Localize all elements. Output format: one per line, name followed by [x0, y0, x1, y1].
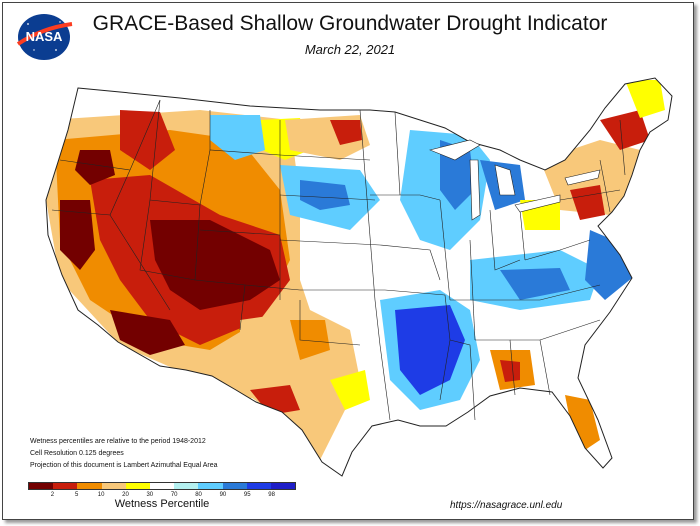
note-period: Wetness percentiles are relative to the …	[30, 438, 206, 445]
legend-tick: 20	[122, 492, 129, 498]
nasa-logo-text: NASA	[26, 29, 63, 44]
legend-swatch	[222, 483, 247, 489]
legend-tick: 30	[146, 492, 154, 498]
legend-swatch	[53, 483, 78, 489]
lake-erie	[514, 194, 561, 213]
state-borders	[45, 77, 673, 477]
wetness-raster	[46, 78, 672, 476]
legend-tick: 5	[75, 492, 79, 498]
lake-ontario	[564, 169, 601, 186]
legend-swatch	[125, 483, 150, 489]
legend-tick: 90	[219, 492, 227, 498]
legend-swatch	[77, 483, 102, 489]
legend-tick: 98	[268, 492, 275, 498]
legend-swatch	[270, 483, 296, 489]
wetness-legend: 2 5 10 20 30 70 80 90 95 98 Wetness Percentile	[28, 482, 298, 512]
legend-swatch	[29, 483, 54, 489]
note-projection: Projection of this document is Lambert A…	[30, 462, 218, 469]
legend-tick: 95	[243, 492, 251, 498]
legend-swatch	[149, 483, 175, 489]
nasa-logo: NASA	[16, 14, 73, 60]
legend-swatch	[246, 483, 271, 489]
lake-michigan	[469, 159, 481, 221]
legend-ticks: 2 5 10 20 30 70 80 90 95 98	[28, 492, 296, 502]
great-lakes	[429, 139, 601, 221]
legend-color-bar	[28, 482, 296, 490]
legend-label: Wetness Percentile	[114, 498, 210, 510]
legend-tick: 80	[195, 492, 202, 498]
map-date: March 22, 2021	[304, 42, 396, 57]
page-title: GRACE-Based Shallow Groundwater Drought …	[92, 12, 608, 35]
source-url[interactable]: https://nasagrace.unl.edu	[450, 500, 563, 511]
legend-swatch	[101, 483, 126, 489]
legend-tick: 70	[170, 492, 178, 498]
lake-superior	[429, 139, 481, 161]
legend-swatch	[174, 483, 199, 489]
map-notes: Wetness percentiles are relative to the …	[30, 436, 218, 472]
legend-tick: 10	[97, 492, 105, 498]
lake-huron	[494, 164, 516, 196]
legend-swatch	[198, 483, 223, 489]
legend-tick: 2	[50, 492, 55, 498]
note-resolution: Cell Resolution 0.125 degrees	[30, 450, 124, 457]
